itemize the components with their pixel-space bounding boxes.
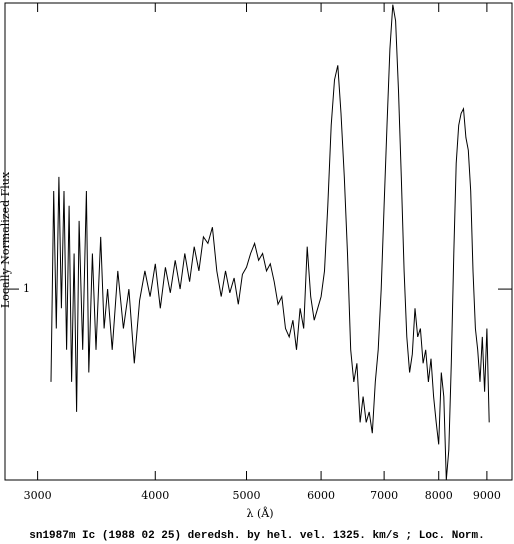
x-tick-label: 4000 <box>141 489 169 502</box>
x-tick-label: 5000 <box>233 489 261 502</box>
x-axis-label: λ (Å) <box>247 506 274 520</box>
chart-title: sn1987m Ic (1988 02 25) deredsh. by hel.… <box>29 530 484 542</box>
x-tick-label: 8000 <box>425 489 453 502</box>
x-tick-label: 9000 <box>473 489 501 502</box>
x-tick-label: 7000 <box>370 489 398 502</box>
y-tick-label: 1 <box>23 282 30 295</box>
x-tick-label: 6000 <box>307 489 335 502</box>
x-tick-label: 3000 <box>24 489 52 502</box>
plot-frame <box>4 2 513 481</box>
y-axis-label: Locally Normalized Flux <box>0 171 12 308</box>
spectrum-line <box>50 4 490 481</box>
